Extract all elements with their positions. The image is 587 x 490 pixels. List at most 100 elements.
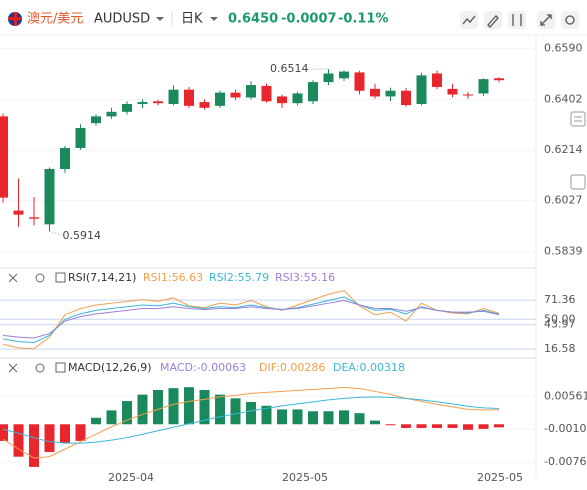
close-icon[interactable] xyxy=(8,363,18,373)
candle-body xyxy=(370,88,380,97)
candle-body xyxy=(339,71,349,79)
panel-title: RSI(7,14,21) xyxy=(68,271,136,284)
macd-bar xyxy=(199,389,210,425)
candle-body xyxy=(323,73,334,83)
candle-icon xyxy=(512,14,522,26)
macd-bar xyxy=(153,389,163,425)
sidebar xyxy=(570,111,586,190)
price: 0.6450 xyxy=(228,12,278,27)
macd-bar xyxy=(463,424,473,430)
macd-bar xyxy=(370,420,380,425)
candle-body xyxy=(184,89,194,106)
macd-bar xyxy=(432,424,442,428)
flag xyxy=(8,12,22,26)
legend-entry: RSI2:55.79 xyxy=(209,271,269,284)
y-tick-label: 0.6214 xyxy=(544,143,583,156)
candle-body xyxy=(230,92,241,98)
draw-icon xyxy=(487,15,499,28)
candle-body xyxy=(29,217,39,219)
candle-body xyxy=(137,102,148,104)
candle-body xyxy=(199,102,210,108)
macd-bar xyxy=(447,424,458,428)
expand-icon[interactable] xyxy=(55,272,66,283)
y-tick-label: 0.6590 xyxy=(544,42,583,55)
sidebar-button[interactable] xyxy=(570,111,586,127)
macd-bar xyxy=(308,411,318,425)
macd-bar xyxy=(385,424,396,426)
close-icon[interactable] xyxy=(8,273,18,283)
expand-icon[interactable] xyxy=(55,362,66,373)
macd-bar xyxy=(29,424,39,467)
legend-entry: MACD:-0.00063 xyxy=(160,361,246,374)
macd-bar xyxy=(0,424,8,441)
candle-body xyxy=(91,116,101,124)
max-annotation: 0.6514 xyxy=(270,62,309,75)
candle-button[interactable] xyxy=(508,11,526,29)
min-annotation: 0.5914 xyxy=(63,229,102,242)
macd-bar xyxy=(478,424,489,429)
candle-body xyxy=(354,72,365,91)
macd-bar xyxy=(215,394,225,425)
macd-bar xyxy=(60,424,70,443)
candle-body xyxy=(13,210,24,215)
macd-bar xyxy=(323,411,334,425)
candle-body xyxy=(432,73,442,87)
candle-body xyxy=(75,128,86,148)
candle-body xyxy=(261,85,272,102)
y-tick-label: 0.5839 xyxy=(544,244,583,257)
legend-entry: DIF:0.00286 xyxy=(259,361,325,374)
change: -0.0007 xyxy=(281,12,337,27)
settings-button[interactable] xyxy=(561,11,579,29)
candle-body xyxy=(0,116,8,198)
macd-bar xyxy=(401,424,411,428)
macd-bar xyxy=(354,413,365,425)
candle-body xyxy=(292,93,303,104)
macd-bar xyxy=(44,424,55,453)
symbol[interactable]: AUDUSD xyxy=(94,12,150,27)
y-tick-label: 71.36 xyxy=(544,293,576,306)
panel-title: MACD(12,26,9) xyxy=(68,361,152,374)
pair: 澳元/美元 xyxy=(27,11,83,27)
macd-bar xyxy=(416,424,427,428)
leader xyxy=(49,230,62,236)
macd-bar xyxy=(184,387,194,425)
candle-body xyxy=(478,79,489,94)
settings-icon[interactable] xyxy=(35,363,45,373)
indicator-button[interactable] xyxy=(460,11,478,29)
candle-body xyxy=(494,78,504,81)
expand-icon xyxy=(540,14,552,26)
macd-bar xyxy=(122,401,132,425)
macd-bar xyxy=(91,417,101,425)
y-tick-label: 0.6027 xyxy=(544,194,583,207)
candle-body xyxy=(463,94,473,96)
candle-body xyxy=(308,82,318,102)
sidebar-button[interactable] xyxy=(570,174,586,190)
dropdown-arrow[interactable] xyxy=(210,17,218,21)
candle-body xyxy=(277,96,287,104)
period[interactable]: 日K xyxy=(181,12,203,27)
candle-body xyxy=(106,111,117,117)
y-tick-label: 0.6402 xyxy=(544,92,583,105)
candle-body xyxy=(447,88,458,95)
macd-bar xyxy=(137,394,148,425)
indicator-icon xyxy=(462,15,476,25)
macd-bar xyxy=(277,409,287,425)
settings-icon[interactable] xyxy=(35,273,45,283)
macd-bar xyxy=(75,424,86,441)
macd-bar xyxy=(106,410,117,425)
candle-body xyxy=(385,90,396,97)
indicator-line xyxy=(2,299,500,339)
legend-entry: RSI3:55.16 xyxy=(275,271,335,284)
panel-icons xyxy=(8,272,66,373)
x-tick-label: 2025-05 xyxy=(282,471,328,484)
sidebar-icon xyxy=(574,116,582,122)
y-tick-label: -0.00761 xyxy=(544,455,587,468)
y-tick-label: 0.00561 xyxy=(544,389,587,402)
dropdown-arrow[interactable] xyxy=(156,17,164,21)
macd-bar xyxy=(261,405,272,425)
candle-body xyxy=(246,85,256,98)
candle-body xyxy=(44,169,55,225)
macd-bar xyxy=(168,388,179,425)
indicator-line xyxy=(2,386,500,459)
